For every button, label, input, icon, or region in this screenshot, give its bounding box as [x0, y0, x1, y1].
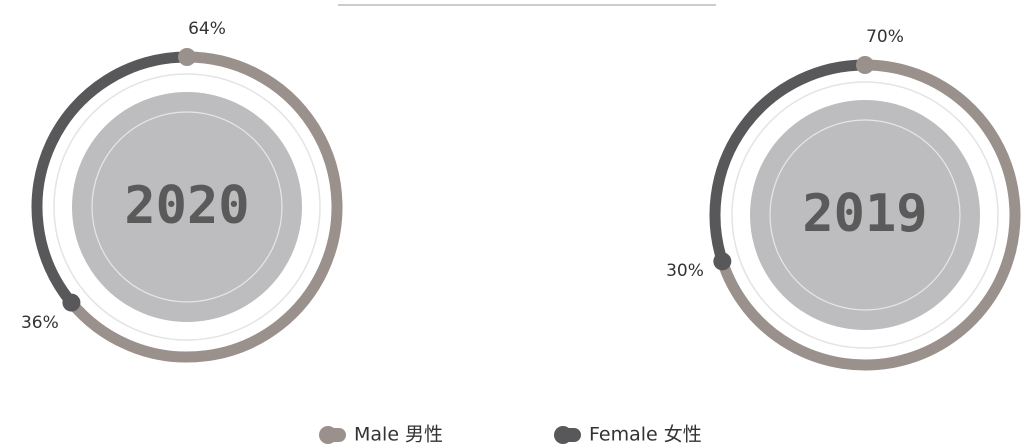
year-label: 2020 [124, 176, 249, 236]
inner-disc [750, 100, 980, 330]
decor-ring [769, 119, 961, 311]
decor-ring [91, 111, 283, 303]
segment-dot [62, 293, 81, 312]
legend-label: Female 女性 [589, 424, 702, 445]
segment-dot [856, 56, 874, 74]
legend-label: Male 男性 [354, 424, 443, 445]
value-label: 30% [666, 261, 704, 281]
ring-segment [67, 51, 343, 363]
value-label: 36% [21, 313, 59, 333]
year-label: 2019 [802, 184, 927, 244]
legend-swatch-dot [319, 426, 337, 444]
segment-dot [178, 48, 196, 66]
value-label: 70% [866, 27, 904, 47]
decor-ring [731, 81, 999, 349]
value-label: 64% [188, 19, 226, 39]
decor-ring [53, 73, 321, 341]
inner-disc [72, 92, 302, 322]
segment-dot [713, 252, 732, 271]
ring-segment [709, 59, 866, 264]
legend-swatch-dot [554, 426, 572, 444]
ring-segment [717, 59, 1021, 371]
ring-segment [31, 51, 188, 307]
